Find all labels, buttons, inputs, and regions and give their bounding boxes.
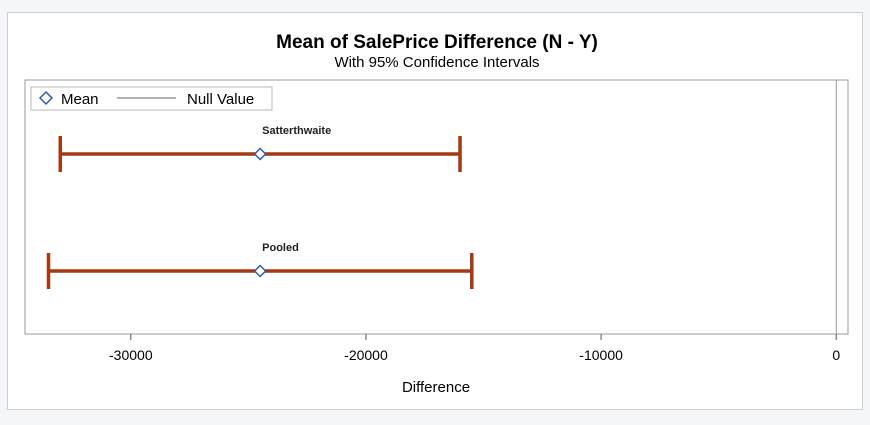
x-tick-label: -20000 — [344, 347, 388, 363]
x-tick-label: 0 — [832, 347, 840, 363]
legend-mean-diamond-icon — [38, 90, 54, 106]
x-axis: -30000 -20000 -10000 0 — [109, 334, 840, 363]
interval-label-pooled: Pooled — [262, 242, 299, 254]
mean-marker-satterthwaite — [253, 147, 267, 161]
legend-mean-label: Mean — [61, 91, 99, 108]
legend-null-label: Null Value — [187, 91, 254, 108]
mean-marker-pooled — [253, 264, 267, 278]
chart-container: Mean of SalePrice Difference (N - Y) Wit… — [7, 12, 863, 410]
intervals: Satterthwaite Pooled — [46, 125, 474, 289]
x-axis-label: Difference — [402, 379, 470, 396]
x-tick-label: -30000 — [109, 347, 153, 363]
interval-satterthwaite: Satterthwaite — [58, 125, 462, 172]
chart-subtitle: With 95% Confidence Intervals — [334, 54, 539, 71]
chart-svg: Mean of SalePrice Difference (N - Y) Wit… — [24, 32, 849, 396]
interval-pooled: Pooled — [46, 242, 474, 289]
x-tick-label: -10000 — [579, 347, 623, 363]
chart-title: Mean of SalePrice Difference (N - Y) — [276, 32, 598, 53]
plot-frame — [24, 79, 849, 335]
interval-label-satterthwaite: Satterthwaite — [262, 125, 331, 137]
legend: Mean Null Value — [30, 86, 273, 111]
